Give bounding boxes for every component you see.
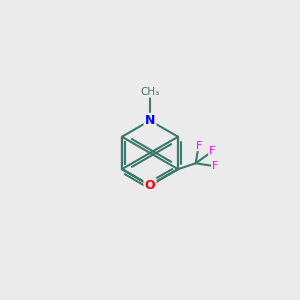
Text: F: F <box>212 161 218 171</box>
Text: N: N <box>145 114 155 127</box>
Text: O: O <box>145 179 155 192</box>
Text: F: F <box>196 141 202 151</box>
Text: CH₃: CH₃ <box>140 87 160 97</box>
Text: F: F <box>209 146 215 157</box>
